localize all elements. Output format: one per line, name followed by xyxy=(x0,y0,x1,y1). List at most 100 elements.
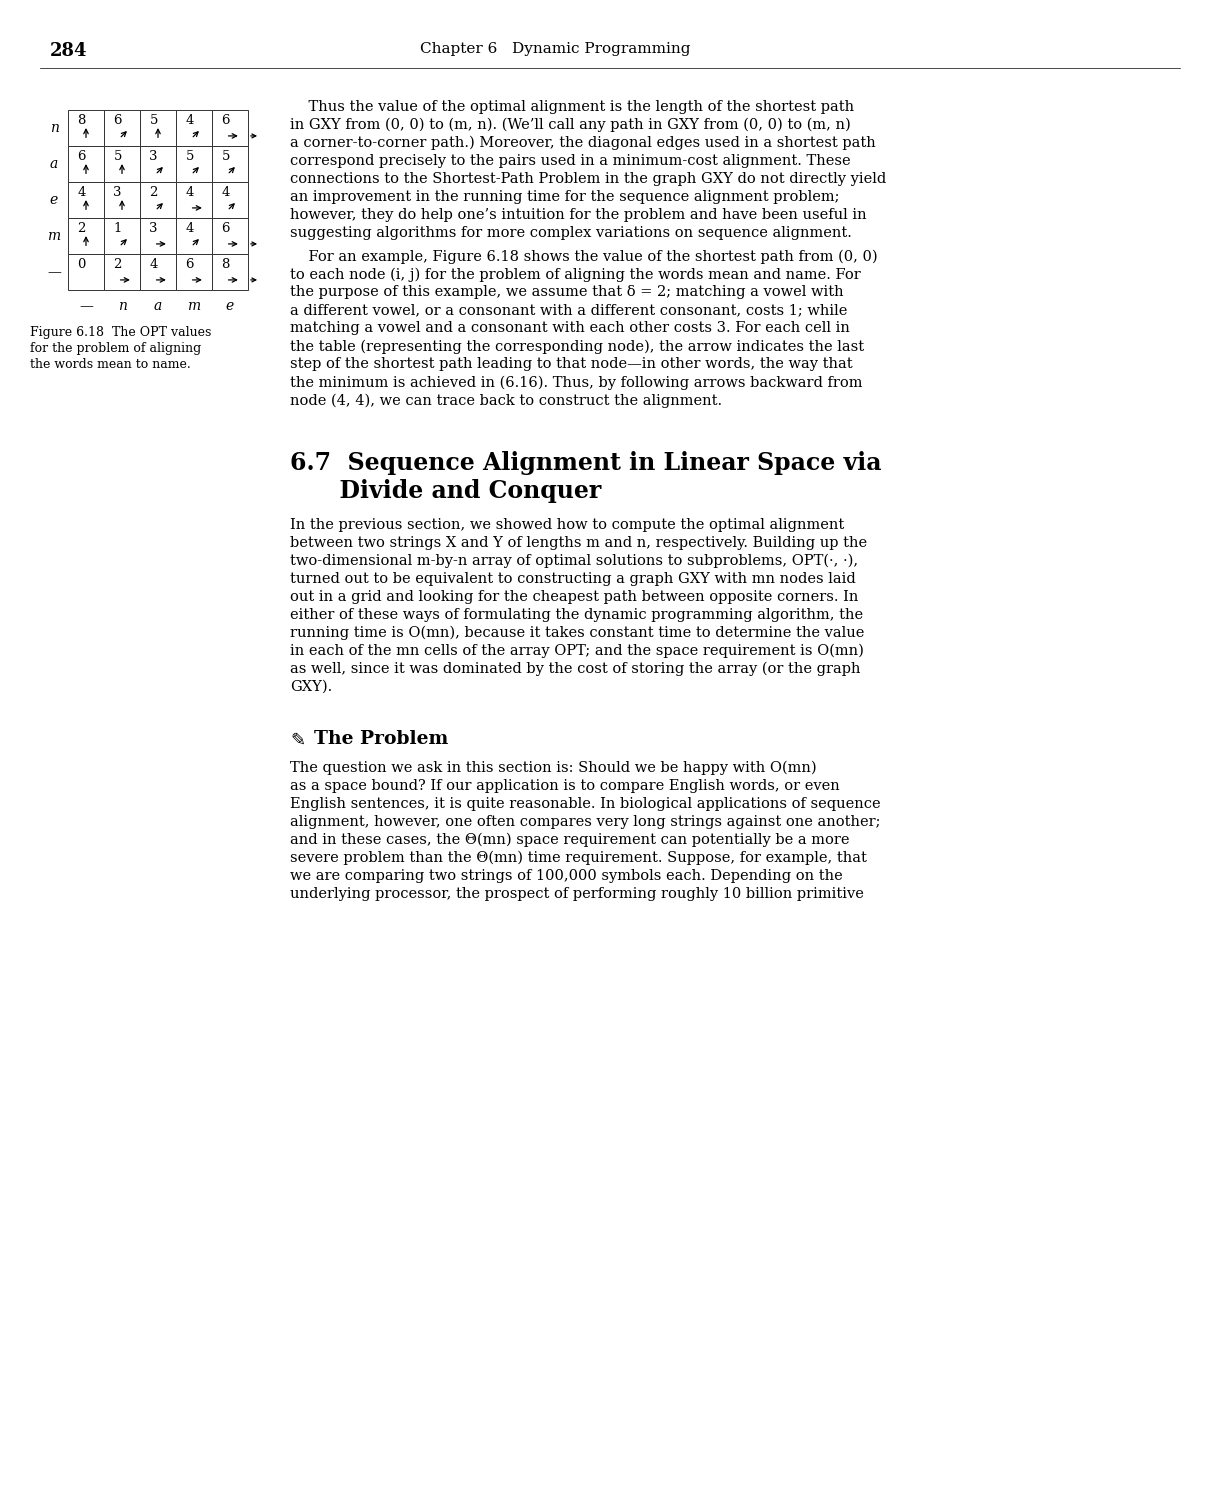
Bar xyxy=(212,110,248,146)
Text: as well, since it was dominated by the cost of storing the array (or the graph: as well, since it was dominated by the c… xyxy=(290,662,860,676)
Text: the words mean to name.: the words mean to name. xyxy=(30,358,190,370)
Text: 4: 4 xyxy=(222,186,229,198)
Text: and in these cases, the Θ(mn) space requirement can potentially be a more: and in these cases, the Θ(mn) space requ… xyxy=(290,833,849,848)
Text: 3: 3 xyxy=(149,150,157,162)
Text: running time is O(mn), because it takes constant time to determine the value: running time is O(mn), because it takes … xyxy=(290,626,865,640)
Text: 5: 5 xyxy=(150,114,157,126)
Bar xyxy=(176,254,212,290)
Text: Figure 6.18  The OPT values: Figure 6.18 The OPT values xyxy=(30,326,211,339)
Text: a: a xyxy=(154,298,162,314)
Bar xyxy=(104,182,140,218)
Text: English sentences, it is quite reasonable. In biological applications of sequenc: English sentences, it is quite reasonabl… xyxy=(290,796,881,812)
Bar xyxy=(212,182,248,218)
Text: 6: 6 xyxy=(77,150,85,162)
Text: as a space bound? If our application is to compare English words, or even: as a space bound? If our application is … xyxy=(290,778,839,794)
Text: the purpose of this example, we assume that δ = 2; matching a vowel with: the purpose of this example, we assume t… xyxy=(290,285,843,300)
Bar xyxy=(104,110,140,146)
Text: severe problem than the Θ(mn) time requirement. Suppose, for example, that: severe problem than the Θ(mn) time requi… xyxy=(290,850,867,865)
Text: 5: 5 xyxy=(222,150,229,162)
Text: Divide and Conquer: Divide and Conquer xyxy=(290,478,601,502)
Text: underlying processor, the prospect of performing roughly 10 billion primitive: underlying processor, the prospect of pe… xyxy=(290,886,864,902)
Text: Thus the value of the optimal alignment is the length of the shortest path: Thus the value of the optimal alignment … xyxy=(290,100,854,114)
Text: m: m xyxy=(188,298,200,314)
Text: correspond precisely to the pairs used in a minimum-cost alignment. These: correspond precisely to the pairs used i… xyxy=(290,154,850,168)
Text: an improvement in the running time for the sequence alignment problem;: an improvement in the running time for t… xyxy=(290,190,839,204)
Text: in GXY from (0, 0) to (m, n). (We’ll call any path in GXY from (0, 0) to (m, n): in GXY from (0, 0) to (m, n). (We’ll cal… xyxy=(290,118,850,132)
Text: the minimum is achieved in (6.16). Thus, by following arrows backward from: the minimum is achieved in (6.16). Thus,… xyxy=(290,375,863,390)
Text: The Problem: The Problem xyxy=(314,730,448,748)
Bar xyxy=(212,254,248,290)
Text: 6.7  Sequence Alignment in Linear Space via: 6.7 Sequence Alignment in Linear Space v… xyxy=(290,452,882,476)
Text: n: n xyxy=(117,298,127,314)
Text: to each node (i, j) for the problem of aligning the words mean and name. For: to each node (i, j) for the problem of a… xyxy=(290,267,861,282)
Text: a different vowel, or a consonant with a different consonant, costs 1; while: a different vowel, or a consonant with a… xyxy=(290,303,848,318)
Text: 6: 6 xyxy=(222,222,229,234)
Text: The question we ask in this section is: Should we be happy with O(mn): The question we ask in this section is: … xyxy=(290,760,816,776)
Text: the table (representing the corresponding node), the arrow indicates the last: the table (representing the correspondin… xyxy=(290,339,864,354)
Text: 6: 6 xyxy=(185,258,194,270)
Text: 8: 8 xyxy=(78,114,85,126)
Text: we are comparing two strings of 100,000 symbols each. Depending on the: we are comparing two strings of 100,000 … xyxy=(290,868,843,883)
Text: In the previous section, we showed how to compute the optimal alignment: In the previous section, we showed how t… xyxy=(290,518,844,532)
Text: two-dimensional m-by-n array of optimal solutions to subproblems, OPT(·, ·),: two-dimensional m-by-n array of optimal … xyxy=(290,554,858,568)
Text: connections to the Shortest-Path Problem in the graph GXY do not directly yield: connections to the Shortest-Path Problem… xyxy=(290,172,886,186)
Bar xyxy=(104,217,140,254)
Bar xyxy=(176,182,212,218)
Text: however, they do help one’s intuition for the problem and have been useful in: however, they do help one’s intuition fo… xyxy=(290,209,866,222)
Bar xyxy=(68,254,104,290)
Bar xyxy=(140,146,176,182)
Text: For an example, Figure 6.18 shows the value of the shortest path from (0, 0): For an example, Figure 6.18 shows the va… xyxy=(290,249,877,264)
Text: 4: 4 xyxy=(185,186,194,198)
Text: suggesting algorithms for more complex variations on sequence alignment.: suggesting algorithms for more complex v… xyxy=(290,226,852,240)
Text: turned out to be equivalent to constructing a graph GXY with mn nodes laid: turned out to be equivalent to construct… xyxy=(290,572,855,586)
Text: 4: 4 xyxy=(78,186,85,198)
Bar xyxy=(176,146,212,182)
Text: ✎: ✎ xyxy=(290,732,305,750)
Bar xyxy=(140,110,176,146)
Text: step of the shortest path leading to that node—in other words, the way that: step of the shortest path leading to tha… xyxy=(290,357,853,372)
Text: a corner-to-corner path.) Moreover, the diagonal edges used in a shortest path: a corner-to-corner path.) Moreover, the … xyxy=(290,136,876,150)
Bar xyxy=(68,217,104,254)
Text: alignment, however, one often compares very long strings against one another;: alignment, however, one often compares v… xyxy=(290,815,881,830)
Text: for the problem of aligning: for the problem of aligning xyxy=(30,342,201,355)
Text: 6: 6 xyxy=(222,114,229,126)
Text: 284: 284 xyxy=(50,42,88,60)
Bar xyxy=(68,182,104,218)
Text: 8: 8 xyxy=(222,258,229,270)
Text: 2: 2 xyxy=(150,186,157,198)
Text: 0: 0 xyxy=(78,258,85,270)
Text: in each of the mn cells of the array OPT; and the space requirement is O(mn): in each of the mn cells of the array OPT… xyxy=(290,644,864,658)
Bar xyxy=(176,110,212,146)
Text: —: — xyxy=(48,266,61,279)
Bar xyxy=(104,254,140,290)
Text: GXY).: GXY). xyxy=(290,680,332,694)
Text: a: a xyxy=(50,158,59,171)
Bar xyxy=(212,146,248,182)
Text: 5: 5 xyxy=(185,150,194,162)
Text: 2: 2 xyxy=(113,258,122,270)
Bar xyxy=(140,254,176,290)
Text: node (4, 4), we can trace back to construct the alignment.: node (4, 4), we can trace back to constr… xyxy=(290,393,722,408)
Text: 4: 4 xyxy=(185,114,194,126)
Bar xyxy=(68,146,104,182)
Text: out in a grid and looking for the cheapest path between opposite corners. In: out in a grid and looking for the cheape… xyxy=(290,590,859,604)
Text: m: m xyxy=(48,230,61,243)
Text: 5: 5 xyxy=(113,150,122,162)
Bar xyxy=(68,110,104,146)
Text: either of these ways of formulating the dynamic programming algorithm, the: either of these ways of formulating the … xyxy=(290,608,863,622)
Text: 3: 3 xyxy=(149,222,157,234)
Bar xyxy=(212,217,248,254)
Text: matching a vowel and a consonant with each other costs 3. For each cell in: matching a vowel and a consonant with ea… xyxy=(290,321,850,336)
Text: 2: 2 xyxy=(78,222,85,234)
Text: 3: 3 xyxy=(113,186,122,198)
Text: 6: 6 xyxy=(113,114,122,126)
Text: n: n xyxy=(50,122,59,135)
Text: 4: 4 xyxy=(185,222,194,234)
Text: e: e xyxy=(50,194,59,207)
Text: 4: 4 xyxy=(150,258,157,270)
Bar xyxy=(140,182,176,218)
Text: e: e xyxy=(226,298,234,314)
Bar xyxy=(176,217,212,254)
Text: 1: 1 xyxy=(113,222,122,234)
Text: Chapter 6   Dynamic Programming: Chapter 6 Dynamic Programming xyxy=(420,42,691,56)
